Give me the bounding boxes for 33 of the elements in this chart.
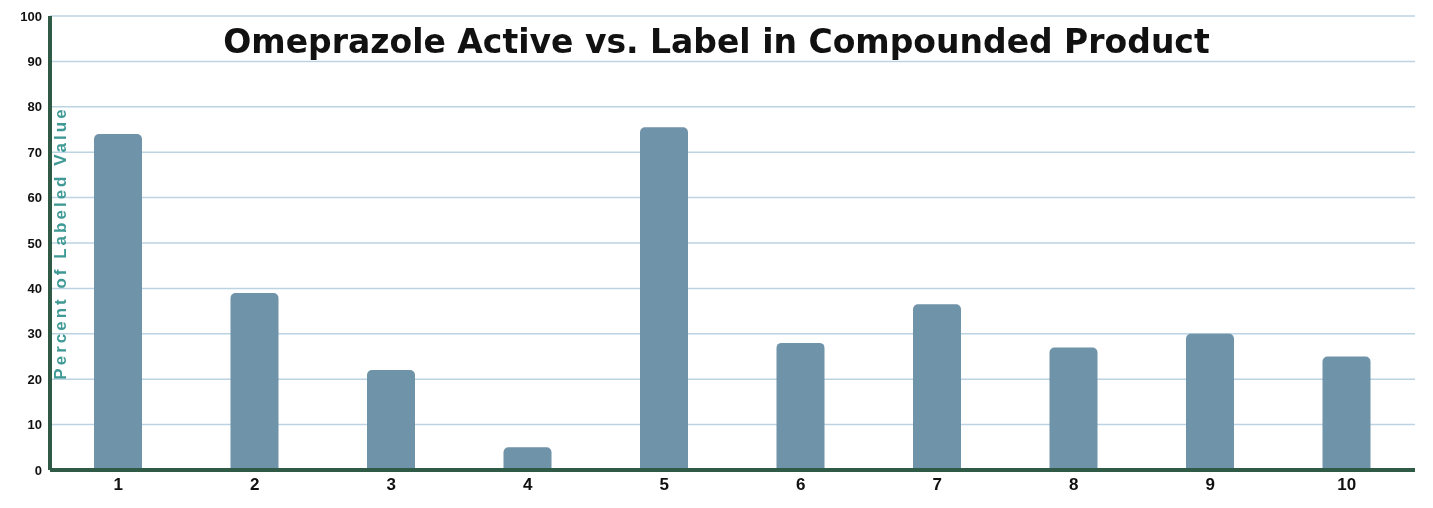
y-axis-title: Percent of Labeled Value [51,106,71,380]
y-tick-label: 70 [27,144,42,160]
x-tick-label: 2 [250,475,260,495]
y-tick-label: 60 [27,190,42,206]
y-tick-label: 20 [27,371,42,387]
x-tick-label: 8 [1069,475,1079,495]
y-tick-label: 40 [27,281,42,297]
bar [1049,347,1098,470]
y-tick-label: 100 [20,8,42,24]
y-tick-label: 80 [27,99,42,115]
x-tick-label: 6 [796,475,806,495]
x-tick-label: 10 [1337,475,1357,495]
bar [367,370,415,470]
y-tick-label: 50 [27,235,42,251]
y-tick-label: 90 [27,54,42,70]
x-tick-label: 4 [523,475,534,495]
bar [913,304,961,470]
y-tick-label: 10 [27,417,42,433]
bar [94,134,142,470]
bar [503,447,552,470]
bar [1186,333,1234,470]
y-tick-label: 0 [34,462,42,478]
x-tick-label: 9 [1205,475,1215,495]
bar [640,127,688,470]
bar [1322,356,1371,470]
x-tick-label: 3 [386,475,396,495]
bar [776,342,825,470]
chart-title: Omeprazole Active vs. Label in Compounded Product [223,22,1210,61]
x-tick-label: 7 [932,475,942,495]
bar [230,292,279,470]
x-tick-label: 1 [113,475,123,495]
x-tick-label: 5 [659,475,669,495]
y-tick-label: 30 [27,326,42,342]
